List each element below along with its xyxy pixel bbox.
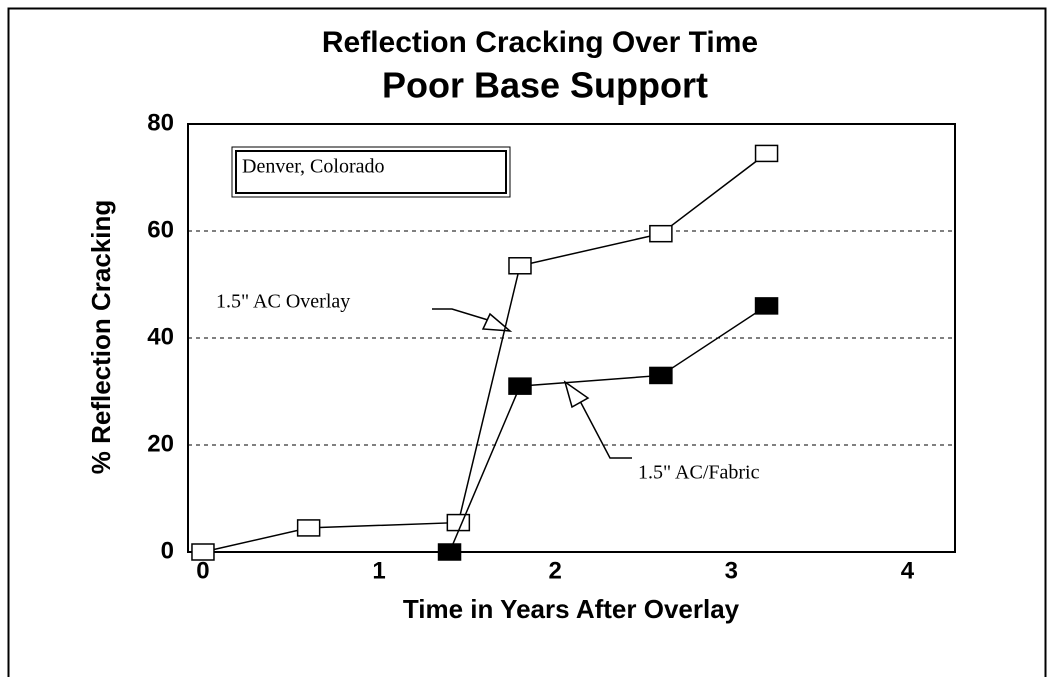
x-axis-label: Time in Years After Overlay [403, 594, 740, 624]
pointer-arrow [481, 312, 513, 332]
plot-area [187, 123, 956, 553]
y-tick-label: 40 [147, 323, 174, 350]
series-line [202, 152, 768, 553]
marker [508, 377, 532, 395]
annotation-box [231, 146, 511, 198]
annotation-box [235, 150, 507, 194]
pointer-arrow [563, 380, 590, 409]
marker [754, 144, 779, 163]
marker [508, 257, 532, 275]
y-axis-label: % Reflection Cracking [86, 200, 116, 475]
annotation: Denver, Colorado [242, 156, 385, 178]
marker [296, 519, 321, 537]
x-tick-label: 1 [372, 557, 385, 584]
marker [437, 543, 462, 561]
y-tick-label: 60 [147, 216, 174, 243]
frame [7, 7, 1047, 677]
marker [649, 224, 673, 243]
marker [191, 543, 215, 561]
marker [446, 513, 471, 532]
y-tick-label: 0 [161, 537, 174, 564]
x-tick-label: 2 [549, 557, 562, 584]
marker [649, 366, 673, 385]
pointer-line [579, 400, 632, 459]
y-tick-label: 20 [147, 430, 174, 457]
x-tick-label: 4 [901, 557, 915, 584]
series-label: 1.5" AC/Fabric [638, 462, 760, 484]
chart-title: Reflection Cracking Over Time [322, 26, 758, 59]
pointer-line [432, 308, 489, 321]
series-label: 1.5" AC Overlay [216, 291, 350, 313]
x-tick-label: 0 [196, 557, 209, 584]
series-line [448, 305, 767, 553]
y-tick-label: 80 [147, 109, 174, 136]
x-tick-label: 3 [725, 557, 738, 584]
marker [754, 297, 779, 315]
chart-subtitle: Poor Base Support [382, 65, 708, 106]
